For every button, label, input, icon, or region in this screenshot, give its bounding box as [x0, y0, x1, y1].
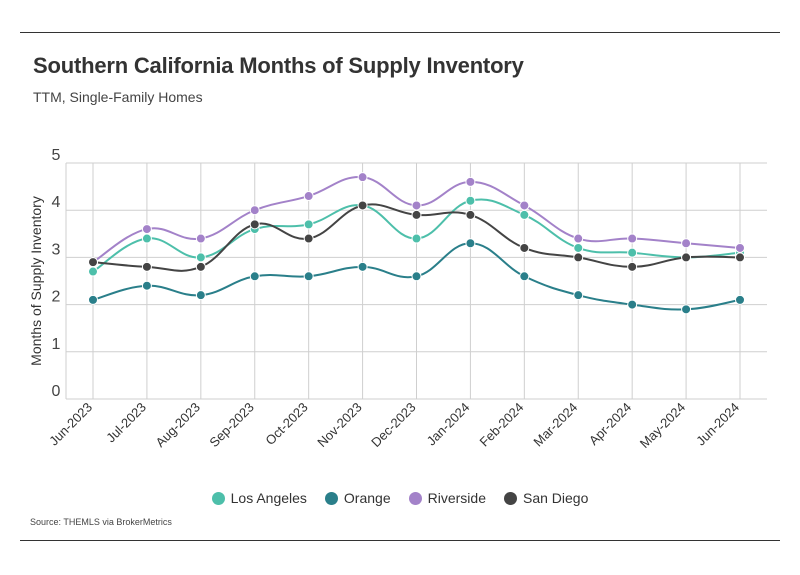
data-point-san-diego — [141, 261, 152, 272]
y-tick-label: 5 — [52, 147, 61, 164]
data-point-riverside — [519, 200, 530, 211]
series-points — [88, 172, 745, 315]
bottom-rule — [20, 540, 780, 541]
legend-item-los-angeles: Los Angeles — [211, 490, 307, 506]
data-point-los-angeles — [303, 219, 314, 230]
x-tick-label: Feb-2024 — [476, 400, 526, 450]
data-point-riverside — [357, 172, 368, 183]
x-tick-label: Aug-2023 — [152, 400, 202, 450]
x-tick-label: Dec-2023 — [368, 400, 418, 450]
data-point-los-angeles — [465, 195, 476, 206]
data-point-riverside — [195, 233, 206, 244]
data-point-orange — [627, 299, 638, 310]
data-point-riverside — [573, 233, 584, 244]
legend-swatch — [408, 491, 422, 505]
legend-label: Riverside — [427, 490, 486, 506]
data-point-riverside — [465, 176, 476, 187]
y-tick-label: 3 — [52, 241, 61, 258]
y-tick-label: 4 — [52, 194, 61, 211]
y-axis-title: Months of Supply Inventory — [28, 196, 44, 366]
data-point-riverside — [411, 200, 422, 211]
legend-item-riverside: Riverside — [408, 490, 486, 506]
data-point-san-diego — [573, 252, 584, 263]
legend-swatch — [211, 491, 225, 505]
data-point-orange — [357, 261, 368, 272]
data-point-riverside — [249, 205, 260, 216]
y-tick-label: 0 — [52, 383, 61, 400]
legend-item-san-diego: San Diego — [503, 490, 589, 506]
x-tick-label: Sep-2023 — [206, 400, 256, 450]
y-tick-label: 1 — [52, 336, 61, 353]
data-point-san-diego — [303, 233, 314, 244]
x-tick-label: Mar-2024 — [530, 400, 580, 450]
data-point-riverside — [735, 242, 745, 253]
data-point-riverside — [141, 224, 152, 235]
legend-label: San Diego — [522, 490, 589, 506]
legend: Los Angeles Orange Riverside San Diego — [0, 490, 800, 506]
data-point-los-angeles — [88, 266, 98, 277]
data-point-san-diego — [627, 261, 638, 272]
legend-item-orange: Orange — [324, 490, 391, 506]
data-point-los-angeles — [627, 247, 638, 258]
x-tick-label: Nov-2023 — [314, 400, 364, 450]
data-point-riverside — [303, 191, 314, 202]
y-tick-label: 2 — [52, 289, 61, 306]
data-point-orange — [88, 294, 98, 305]
x-tick-label: May-2024 — [637, 400, 688, 451]
legend-label: Los Angeles — [230, 490, 307, 506]
data-point-los-angeles — [411, 233, 422, 244]
source-note: Source: THEMLS via BrokerMetrics — [30, 517, 172, 527]
data-point-orange — [519, 271, 530, 282]
data-point-riverside — [627, 233, 638, 244]
legend-swatch — [324, 491, 338, 505]
data-point-los-angeles — [573, 242, 584, 253]
data-point-san-diego — [249, 219, 260, 230]
axes: 0 1 2 3 4 5 Jun-2023 Jul-2023 Aug-2023 Sep-2023 Oc… — [28, 147, 742, 451]
data-point-san-diego — [195, 261, 206, 272]
legend-swatch — [503, 491, 517, 505]
chart-title: Southern California Months of Supply Inv… — [33, 53, 524, 78]
data-point-orange — [195, 290, 206, 301]
data-point-san-diego — [735, 252, 745, 263]
x-tick-label: Oct-2023 — [262, 400, 310, 448]
data-point-orange — [249, 271, 260, 282]
top-rule — [20, 32, 780, 33]
data-point-orange — [681, 304, 692, 315]
data-point-san-diego — [519, 242, 530, 253]
data-point-orange — [573, 290, 584, 301]
data-point-san-diego — [88, 257, 98, 268]
x-tick-label: Apr-2024 — [586, 400, 634, 448]
x-tick-label: Jan-2024 — [424, 400, 473, 449]
data-point-orange — [411, 271, 422, 282]
legend-label: Orange — [343, 490, 391, 506]
data-point-san-diego — [357, 200, 368, 211]
x-tick-label: Jun-2023 — [46, 400, 95, 449]
data-point-san-diego — [681, 252, 692, 263]
data-point-san-diego — [411, 209, 422, 220]
x-tick-label: Jul-2023 — [103, 400, 149, 446]
data-point-los-angeles — [141, 233, 152, 244]
data-point-riverside — [681, 238, 692, 249]
chart-subtitle: TTM, Single-Family Homes — [33, 89, 203, 105]
x-tick-label: Jun-2024 — [693, 400, 742, 449]
data-point-orange — [465, 238, 476, 249]
data-point-san-diego — [465, 209, 476, 220]
data-point-orange — [141, 280, 152, 291]
data-point-los-angeles — [519, 209, 530, 220]
data-point-orange — [735, 294, 745, 305]
data-point-los-angeles — [195, 252, 206, 263]
data-point-orange — [303, 271, 314, 282]
